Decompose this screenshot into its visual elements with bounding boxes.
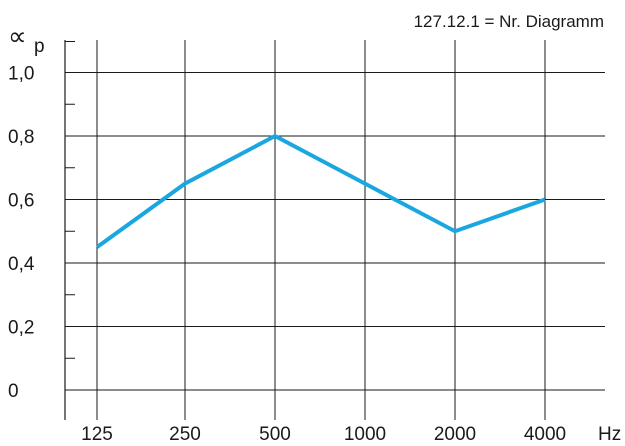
y-tick-label: 0,4 bbox=[8, 254, 35, 275]
y-tick-label: 1,0 bbox=[8, 64, 34, 85]
y-tick-labels: 0 0,2 0,4 0,6 0,8 1,0 bbox=[8, 64, 35, 403]
y-axis-symbol: ∝ bbox=[8, 21, 27, 51]
x-tick-label: 500 bbox=[259, 424, 291, 445]
y-axis-subscript: p bbox=[34, 36, 45, 57]
x-tick-label: 250 bbox=[169, 424, 201, 445]
x-tick-label: 1000 bbox=[344, 424, 386, 445]
y-tick-label: 0,8 bbox=[8, 127, 34, 148]
series bbox=[95, 133, 546, 249]
y-tick-label: 0 bbox=[8, 381, 19, 402]
x-tick-label: 125 bbox=[81, 424, 113, 445]
x-tick-label: 2000 bbox=[434, 424, 476, 445]
series-line-0 bbox=[95, 133, 546, 249]
grid bbox=[64, 40, 605, 420]
chart-title: 127.12.1 = Nr. Diagramm bbox=[414, 12, 604, 31]
x-axis-unit: Hz bbox=[598, 424, 621, 445]
y-tick-label: 0,2 bbox=[8, 318, 34, 339]
x-tick-label: 4000 bbox=[524, 424, 566, 445]
y-tick-label: 0,6 bbox=[8, 191, 34, 212]
minor-ticks bbox=[65, 41, 75, 359]
x-tick-labels: 125 250 500 1000 2000 4000 bbox=[81, 424, 566, 445]
